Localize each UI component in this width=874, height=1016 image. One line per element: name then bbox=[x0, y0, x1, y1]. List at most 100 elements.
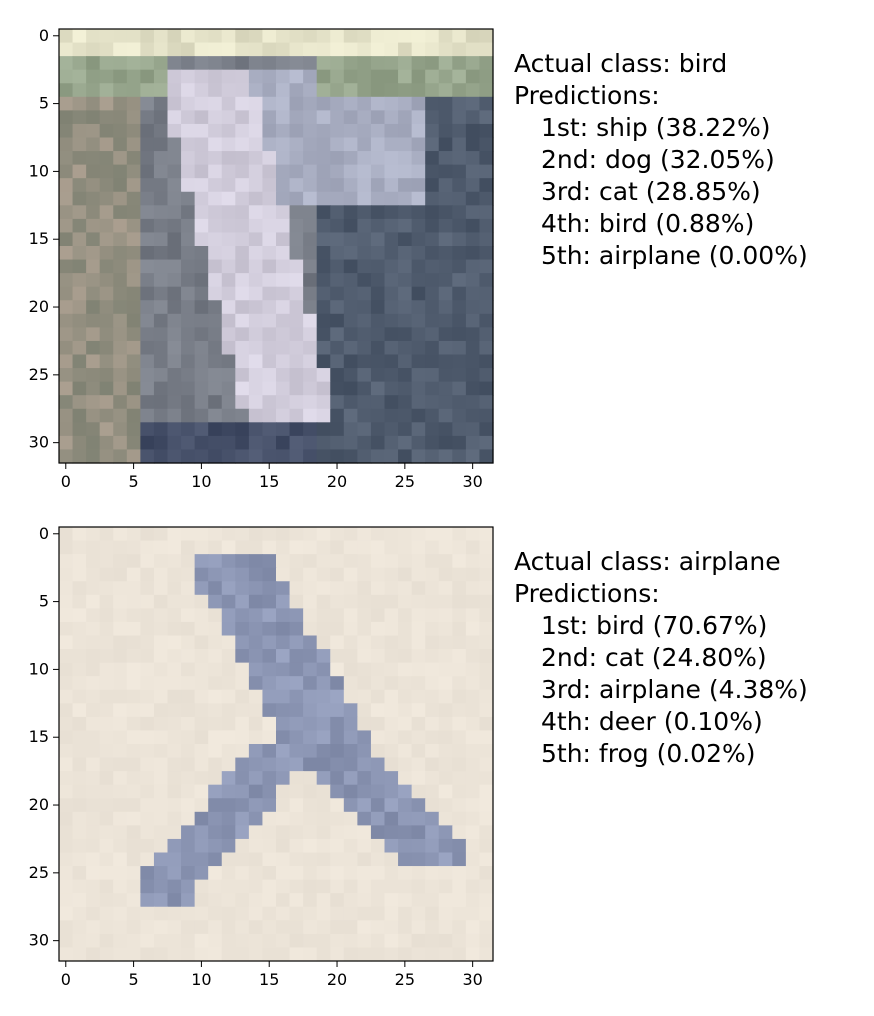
image-pixel bbox=[153, 381, 169, 396]
image-pixel bbox=[72, 933, 87, 949]
image-pixel bbox=[86, 730, 101, 745]
image-pixel bbox=[425, 273, 440, 288]
image-pixel bbox=[276, 218, 291, 234]
image-pixel bbox=[248, 327, 264, 342]
image-pixel bbox=[126, 662, 141, 677]
image-pixel bbox=[153, 300, 169, 315]
image-pixel bbox=[153, 811, 169, 826]
image-pixel bbox=[235, 83, 250, 98]
image-pixel bbox=[181, 422, 196, 437]
image-pixel bbox=[167, 259, 182, 274]
image-pixel bbox=[59, 771, 74, 786]
image-pixel bbox=[316, 608, 331, 623]
image-pixel bbox=[276, 825, 291, 840]
image-pixel bbox=[398, 540, 413, 555]
image-pixel bbox=[59, 554, 74, 569]
image-pixel bbox=[357, 246, 372, 261]
image-pixel bbox=[479, 649, 494, 664]
image-pixel bbox=[235, 933, 250, 949]
image-pixel bbox=[438, 811, 453, 826]
image-pixel bbox=[303, 879, 318, 894]
image-pixel bbox=[357, 757, 372, 772]
image-pixel bbox=[370, 838, 386, 854]
image-pixel bbox=[276, 368, 291, 383]
image-pixel bbox=[465, 368, 481, 383]
image-pixel bbox=[411, 164, 426, 179]
image-pixel bbox=[248, 866, 264, 881]
image-pixel bbox=[86, 205, 101, 220]
image-pixel bbox=[398, 83, 413, 98]
image-pixel bbox=[248, 649, 264, 664]
image-pixel bbox=[465, 300, 481, 315]
image-pixel bbox=[411, 906, 426, 921]
image-pixel bbox=[479, 920, 494, 935]
image-pixel bbox=[86, 259, 101, 274]
image-pixel bbox=[113, 408, 128, 423]
image-pixel bbox=[452, 608, 467, 623]
image-pixel bbox=[425, 313, 440, 328]
image-pixel bbox=[248, 300, 264, 315]
image-pixel bbox=[167, 716, 182, 732]
image-pixel bbox=[438, 313, 453, 328]
image-pixel bbox=[167, 703, 182, 718]
image-pixel bbox=[86, 110, 101, 125]
image-pixel bbox=[276, 422, 291, 437]
image-pixel bbox=[208, 191, 223, 206]
image-pixel bbox=[126, 906, 141, 921]
image-pixel bbox=[343, 716, 358, 732]
image-pixel bbox=[438, 703, 453, 718]
image-pixel bbox=[303, 567, 318, 582]
image-pixel bbox=[99, 218, 114, 234]
image-pixel bbox=[113, 218, 128, 234]
image-pixel bbox=[316, 29, 331, 44]
image-pixel bbox=[357, 825, 372, 840]
image-pixel bbox=[398, 408, 413, 423]
image-pixel bbox=[303, 232, 318, 247]
image-pixel bbox=[465, 42, 481, 57]
image-pixel bbox=[276, 906, 291, 921]
image-pixel bbox=[113, 554, 128, 569]
image-pixel bbox=[248, 540, 264, 555]
image-pixel bbox=[59, 137, 74, 152]
image-pixel bbox=[452, 395, 467, 410]
image-pixel bbox=[153, 273, 169, 288]
image-pixel bbox=[452, 567, 467, 582]
image-pixel bbox=[398, 151, 413, 166]
image-pixel bbox=[221, 906, 236, 921]
image-pixel bbox=[99, 771, 114, 786]
image-pixel bbox=[289, 164, 304, 179]
x-tick-label: 30 bbox=[462, 472, 482, 491]
image-pixel bbox=[398, 273, 413, 288]
image-pixel bbox=[140, 435, 155, 451]
image-pixel bbox=[99, 395, 114, 410]
image-pixel bbox=[343, 933, 358, 949]
image-pixel bbox=[303, 554, 318, 569]
predictions-heading: Predictions: bbox=[514, 579, 660, 608]
image-pixel bbox=[99, 178, 114, 193]
actual-class-label: Actual class: airplane bbox=[514, 547, 781, 576]
image-pixel bbox=[99, 151, 114, 166]
image-pixel bbox=[113, 137, 128, 152]
image-pixel bbox=[398, 703, 413, 718]
image-pixel bbox=[384, 395, 399, 410]
image-pixel bbox=[479, 205, 494, 220]
image-pixel bbox=[208, 866, 223, 881]
image-pixel bbox=[262, 218, 277, 234]
axes-frame bbox=[58, 526, 494, 962]
image-pixel bbox=[357, 730, 372, 745]
image-pixel bbox=[452, 879, 467, 894]
image-pixel bbox=[99, 246, 114, 261]
image-pixel bbox=[357, 621, 372, 637]
image-pixel bbox=[235, 811, 250, 826]
image-pixel bbox=[398, 866, 413, 881]
image-pixel bbox=[370, 527, 386, 542]
image-pixel bbox=[398, 110, 413, 125]
image-pixel bbox=[452, 29, 467, 44]
image-pixel bbox=[181, 69, 196, 84]
image-pixel bbox=[235, 422, 250, 437]
image-pixel bbox=[113, 56, 128, 71]
image-pixel bbox=[384, 340, 399, 356]
image-pixel bbox=[411, 395, 426, 410]
image-pixel bbox=[221, 327, 236, 342]
image-pixel bbox=[262, 313, 277, 328]
